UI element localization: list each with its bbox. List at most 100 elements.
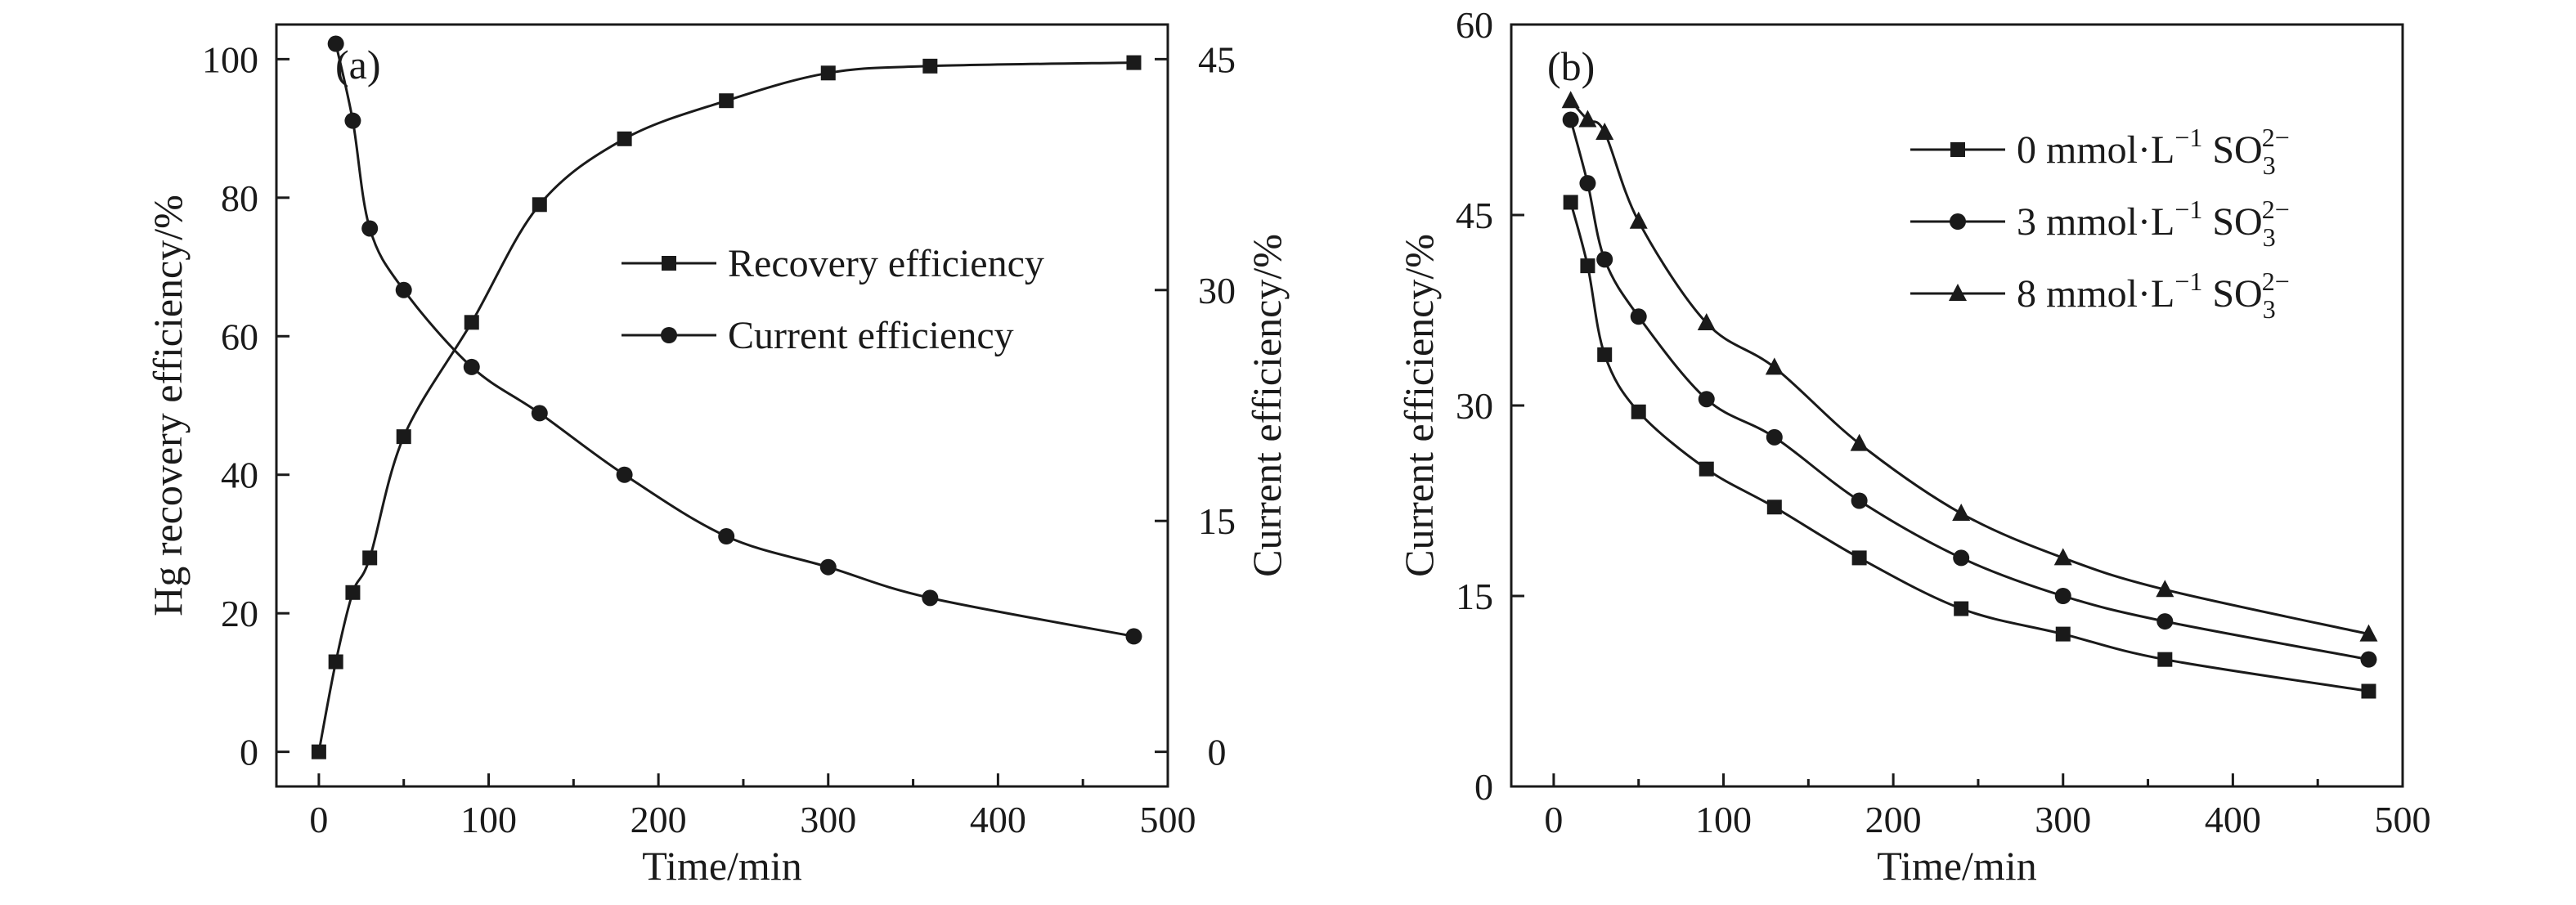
x-tick-label: 200 <box>1865 799 1922 840</box>
data-point <box>1630 308 1647 325</box>
x-tick-label: 0 <box>309 799 328 840</box>
data-point <box>1851 492 1868 509</box>
data-point <box>2053 548 2072 566</box>
y-tick-label: 0 <box>1474 766 1493 808</box>
data-point <box>1765 357 1784 375</box>
series-2 <box>1561 91 2378 642</box>
data-point <box>1851 550 1867 566</box>
series-line <box>334 43 1134 638</box>
data-point <box>2359 624 2378 642</box>
panel-label: (b) <box>1547 43 1595 89</box>
data-point <box>1563 195 1578 210</box>
data-point <box>1699 461 1714 477</box>
x-tick-label: 100 <box>1695 799 1752 840</box>
legend-marker <box>662 256 676 271</box>
data-point <box>532 197 547 213</box>
y-tick-label: 0 <box>240 732 258 773</box>
data-point <box>396 429 411 445</box>
series-1 <box>1562 111 2377 668</box>
series-line <box>1569 100 2369 636</box>
data-point <box>617 131 632 146</box>
data-point <box>362 550 378 566</box>
legend-label: Recovery efficiency <box>728 242 1044 285</box>
x-tick-label: 400 <box>970 799 1026 840</box>
x-tick-label: 0 <box>1544 799 1563 840</box>
data-point <box>1596 251 1613 268</box>
y-tick-label: 45 <box>1456 195 1493 236</box>
y-tick-label: 15 <box>1456 576 1493 617</box>
data-point <box>616 466 633 483</box>
legend-label: 3 mmol·L−1 SO32− <box>2017 195 2290 252</box>
x-tick-label: 400 <box>2205 799 2261 840</box>
data-point <box>1629 211 1648 229</box>
x-tick-label: 100 <box>460 799 517 840</box>
y-tick-label: 80 <box>221 177 258 219</box>
x-tick-label: 300 <box>2035 799 2091 840</box>
x-axis-title: Time/min <box>1877 843 2036 889</box>
data-point <box>2360 651 2377 668</box>
y2-tick-label: 15 <box>1198 500 1236 542</box>
data-point <box>820 65 836 81</box>
data-point <box>2055 626 2071 642</box>
y-tick-label: 40 <box>221 455 258 496</box>
data-point <box>1697 313 1716 331</box>
data-point <box>1631 404 1646 419</box>
data-point <box>1125 628 1142 645</box>
data-point <box>1126 55 1142 70</box>
data-point <box>531 405 548 422</box>
y-tick-label: 60 <box>1456 4 1493 46</box>
data-point <box>327 35 344 52</box>
data-point <box>2361 683 2376 699</box>
data-point <box>328 654 343 670</box>
y-tick-label: 60 <box>221 316 258 357</box>
data-point <box>1562 111 1579 128</box>
y2-tick-label: 0 <box>1208 732 1227 773</box>
data-point <box>463 358 480 375</box>
data-point <box>922 58 938 74</box>
data-point <box>1954 601 1969 616</box>
data-point <box>1766 428 1783 446</box>
series-1 <box>327 35 1142 645</box>
x-tick-label: 300 <box>800 799 856 840</box>
panel-b: 0 100 200 300 400 500 0 15 30 45 60 Time/min Current… <box>1396 4 2431 889</box>
x-tick-label: 500 <box>2375 799 2431 840</box>
x-tick-label: 500 <box>1140 799 1196 840</box>
legend-marker <box>1950 142 1965 157</box>
data-point <box>311 744 326 759</box>
y2-axis-title: Current efficiency/% <box>1244 234 1290 577</box>
data-point <box>1597 347 1613 362</box>
series-line <box>317 61 1134 752</box>
y-tick-label: 100 <box>202 38 258 80</box>
legend-label: 8 mmol·L−1 SO32− <box>2017 267 2290 324</box>
legend-marker <box>661 327 677 343</box>
legend-marker <box>1950 213 1966 230</box>
data-point <box>2156 580 2174 598</box>
data-point <box>1561 91 1580 109</box>
data-point <box>922 589 939 607</box>
data-point <box>1698 391 1715 408</box>
y-axis-title: Hg recovery efficiency/% <box>145 195 191 616</box>
data-point <box>344 112 361 129</box>
data-point <box>1580 258 1595 274</box>
y-tick-label: 30 <box>1456 385 1493 427</box>
plot-frame <box>275 23 1169 788</box>
data-point <box>719 93 734 109</box>
data-point <box>2054 588 2071 604</box>
data-point <box>1579 175 1596 192</box>
data-point <box>1578 110 1597 128</box>
panel-label: (a) <box>335 42 381 87</box>
y2-tick-label: 30 <box>1198 270 1236 311</box>
legend-label: Current efficiency <box>728 314 1014 357</box>
data-point <box>2157 652 2173 667</box>
data-point <box>1953 549 1970 567</box>
data-point <box>2156 613 2174 630</box>
y-tick-label: 20 <box>221 593 258 634</box>
legend-marker <box>1949 284 1967 301</box>
y-axis-title: Current efficiency/% <box>1396 234 1442 577</box>
data-point <box>361 220 379 237</box>
data-point <box>1595 123 1614 141</box>
legend-label: 0 mmol·L−1 SO32− <box>2017 123 2290 180</box>
panel-a: 0 100 200 300 400 500 0 20 40 60 80 100 0 15 30 45 Time/… <box>145 23 1290 889</box>
